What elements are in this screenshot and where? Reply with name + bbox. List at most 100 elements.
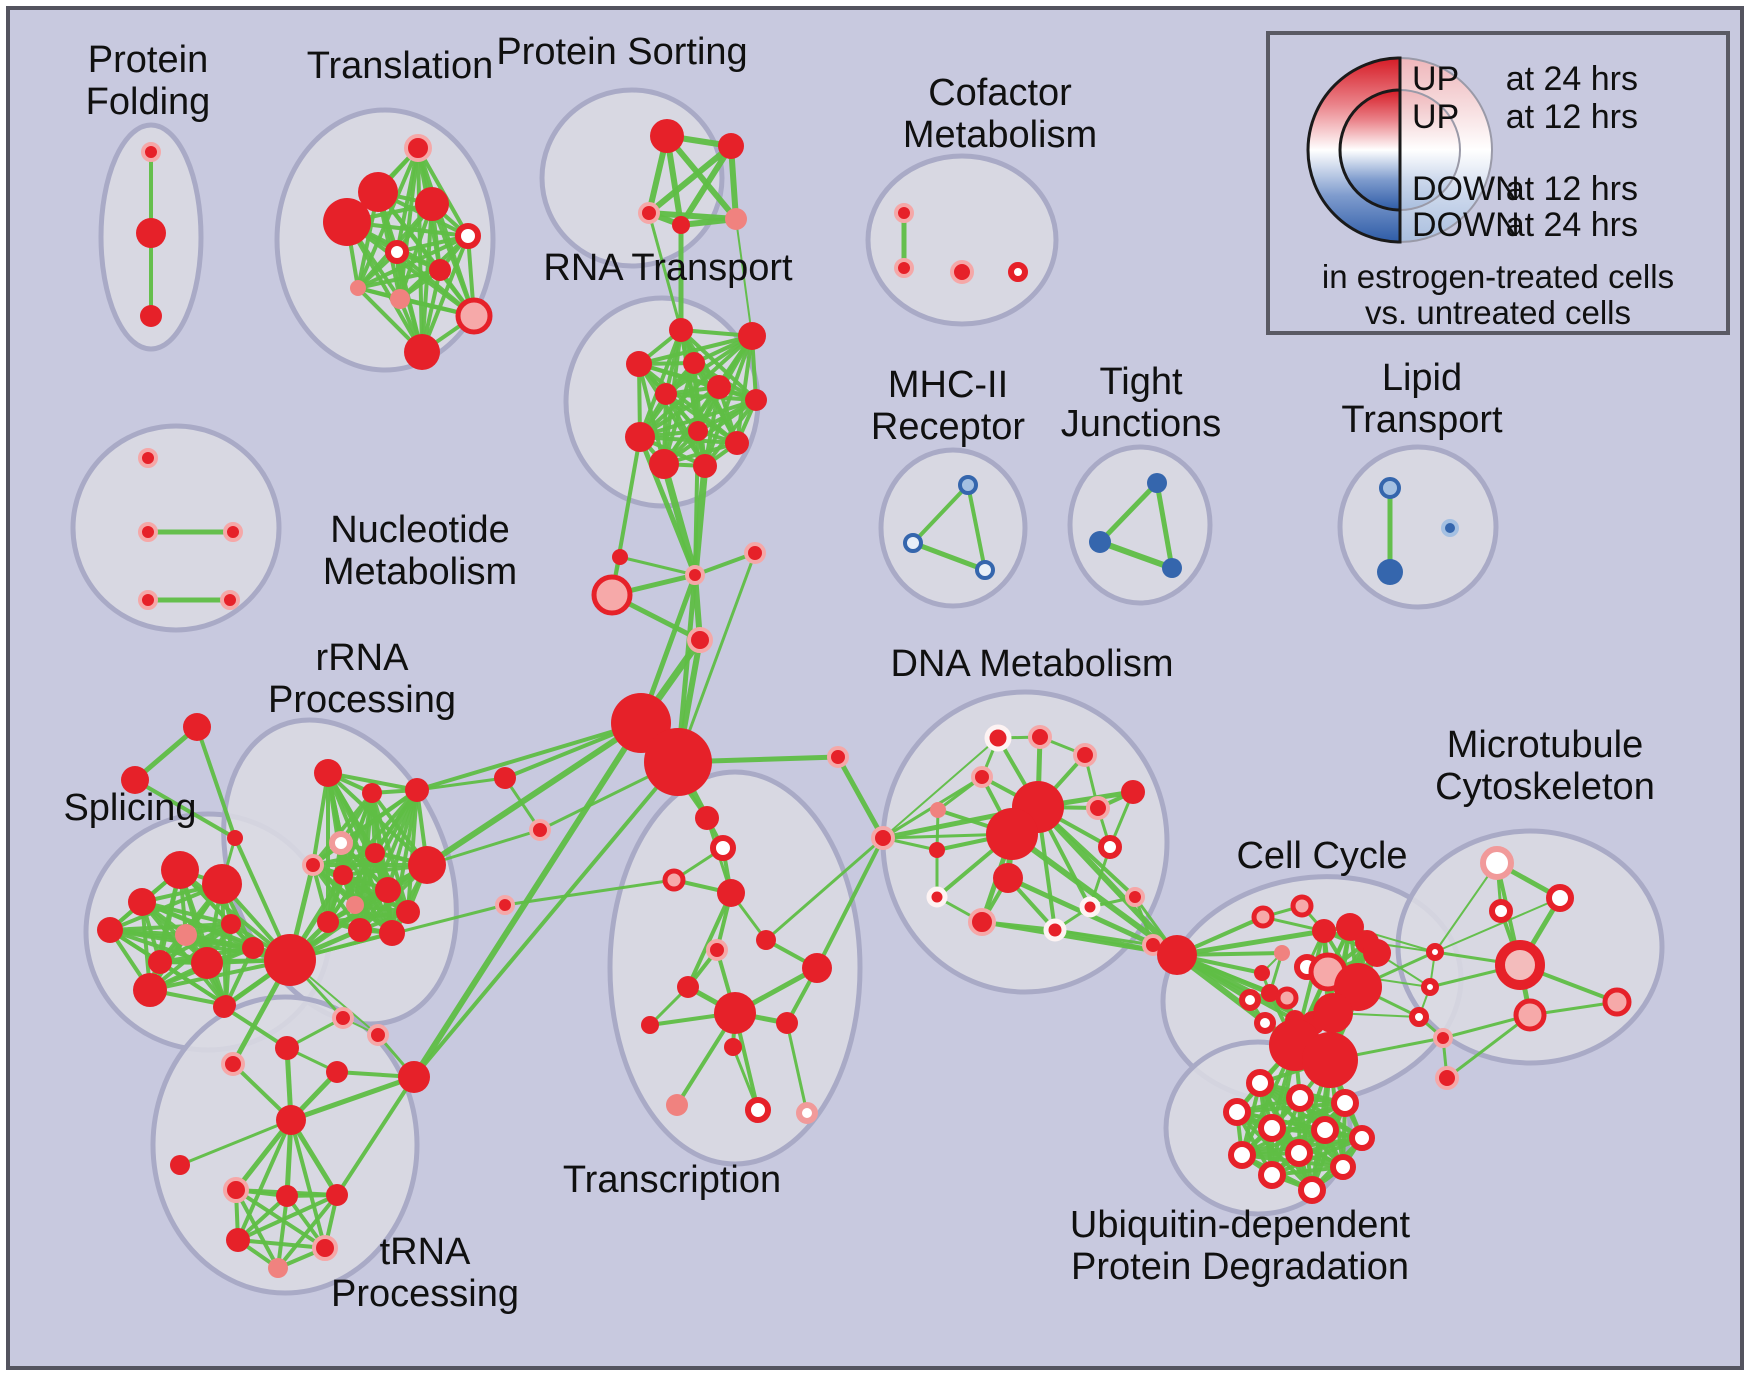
network-node: [714, 992, 756, 1034]
network-node: [97, 917, 123, 943]
network-node: [379, 920, 405, 946]
network-node: [1147, 473, 1167, 493]
network-node: [926, 886, 948, 908]
network-edge: [686, 891, 733, 989]
network-node: [138, 522, 158, 542]
network-edge: [311, 771, 330, 867]
network-edge: [236, 1238, 327, 1250]
network-node: [756, 930, 776, 950]
cluster-cofactor-metabolism: [865, 153, 1059, 327]
network-edge: [416, 146, 424, 354]
legend-footnote: vs. untreated cells: [1365, 294, 1631, 331]
network-node: [133, 973, 167, 1007]
cluster-label-mhc-ii-receptor: Receptor: [871, 406, 1026, 448]
network-edge: [108, 922, 233, 932]
cluster-label-lipid-transport: Transport: [1341, 399, 1503, 441]
network-node: [1098, 835, 1122, 859]
network-node: [693, 454, 717, 478]
network-node: [1254, 1012, 1276, 1034]
network-node: [404, 134, 432, 162]
network-node: [984, 724, 1012, 752]
network-node: [796, 1102, 818, 1124]
network-node: [136, 218, 166, 248]
network-edge: [703, 334, 754, 468]
network-node: [183, 713, 211, 741]
network-node: [1546, 884, 1574, 912]
network-node: [1043, 918, 1067, 942]
network-node: [1513, 998, 1547, 1032]
network-node: [1298, 1176, 1326, 1204]
network-node: [1089, 531, 1111, 553]
network-node: [1426, 943, 1444, 961]
network-edge: [638, 385, 721, 439]
network-node: [329, 831, 353, 855]
network-node: [1157, 935, 1197, 975]
network-node: [1290, 894, 1314, 918]
network-node: [1363, 939, 1391, 967]
cluster-label-protein-folding: Folding: [86, 81, 211, 123]
network-edge: [406, 788, 419, 914]
network-node: [929, 842, 945, 858]
network-node: [1275, 986, 1299, 1010]
cluster-label-microtubule-cytoskeleton: Microtubule: [1447, 724, 1643, 766]
network-node: [227, 830, 243, 846]
network-node: [1251, 905, 1275, 929]
network-edge: [133, 778, 237, 840]
network-node: [1409, 1007, 1429, 1027]
network-node: [408, 846, 446, 884]
network-node: [1125, 887, 1145, 907]
network-edge: [311, 791, 374, 867]
network-node: [626, 351, 652, 377]
network-node: [358, 172, 398, 212]
network-node: [802, 953, 832, 983]
network-edge: [411, 720, 644, 1080]
network-node: [1349, 1125, 1375, 1151]
network-node: [1331, 1089, 1359, 1117]
network-node: [1379, 477, 1401, 499]
network-node: [718, 133, 744, 159]
network-node: [276, 1105, 306, 1135]
network-node: [332, 1007, 354, 1029]
network-edge: [1174, 928, 1327, 958]
network-edge: [356, 234, 470, 290]
network-edge: [678, 143, 734, 228]
network-edge: [1240, 1128, 1327, 1157]
legend-direction-label: UP: [1412, 60, 1459, 98]
cluster-lipid-transport: [1337, 444, 1499, 610]
network-node: [365, 843, 385, 863]
network-node: [975, 560, 995, 580]
network-node: [1311, 1116, 1339, 1144]
network-node: [326, 1184, 348, 1206]
network-node: [655, 383, 677, 405]
cluster-label-ubiquitin-dependent-protein-degradation: Ubiquitin-dependent: [1070, 1204, 1411, 1246]
cluster-label-ubiquitin-dependent-protein-degradation: Protein Degradation: [1071, 1246, 1409, 1288]
cluster-label-nucleotide-metabolism: Metabolism: [323, 551, 517, 593]
network-node: [1073, 743, 1097, 767]
network-node: [348, 918, 372, 942]
cluster-label-mhc-ii-receptor: MHC-II: [888, 364, 1008, 406]
network-edge: [785, 1021, 809, 1115]
network-node: [314, 759, 342, 787]
network-node: [687, 627, 713, 653]
network-edge: [288, 1074, 417, 1123]
network-edge: [1097, 539, 1175, 571]
network-node: [529, 819, 551, 841]
network-node: [268, 1258, 288, 1278]
network-node: [644, 728, 712, 796]
network-node: [242, 937, 264, 959]
network-node: [930, 802, 946, 818]
network-node: [367, 1024, 389, 1046]
network-node: [1602, 987, 1632, 1017]
cluster-label-cofactor-metabolism: Cofactor: [928, 72, 1072, 114]
network-node: [312, 1235, 338, 1261]
network-node: [641, 1016, 659, 1034]
network-edge: [276, 1193, 339, 1270]
legend-time-label: at 12 hrs: [1506, 170, 1638, 208]
network-node: [717, 879, 745, 907]
network-node: [398, 1061, 430, 1093]
network-edge: [178, 1118, 293, 1167]
network-node: [226, 1228, 250, 1252]
network-edge: [341, 788, 419, 877]
network-edge: [356, 268, 442, 290]
